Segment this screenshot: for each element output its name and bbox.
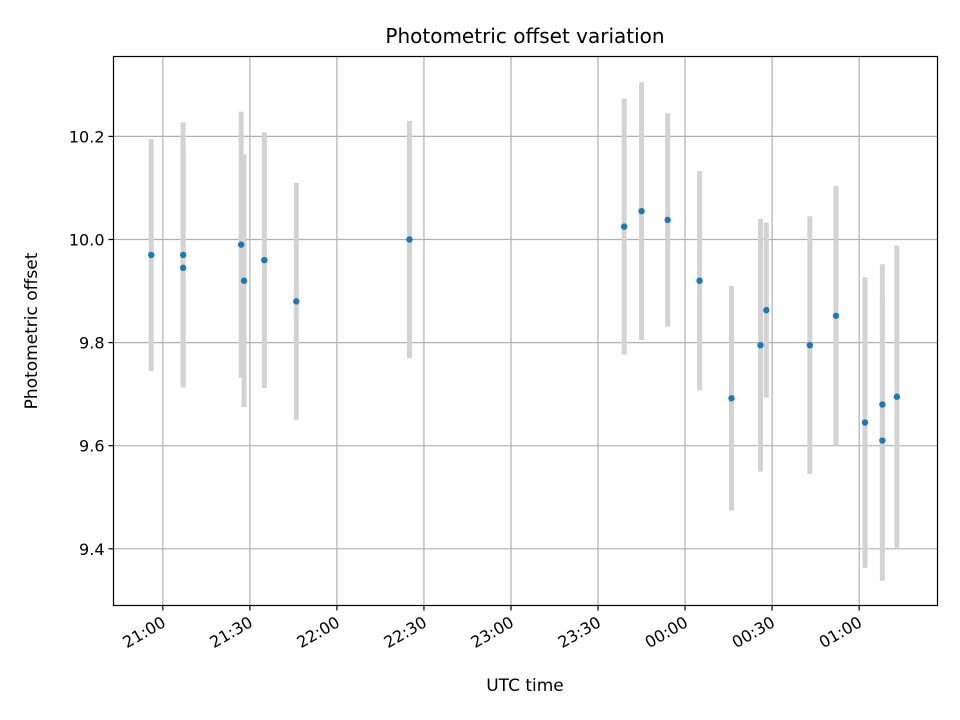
data-point	[879, 401, 886, 408]
data-point	[861, 419, 869, 426]
data-point	[879, 437, 886, 444]
data-point	[179, 251, 187, 259]
y-axis-title: Photometric offset	[22, 252, 42, 409]
data-point	[893, 393, 901, 400]
data-point	[179, 264, 187, 272]
y-axis-ticks: 9.4 9.6 9.8 10.0 10.2	[69, 127, 114, 559]
data-point	[664, 216, 671, 224]
data-point	[240, 277, 248, 284]
data-point	[638, 207, 645, 215]
y-tick-label: 9.6	[79, 437, 104, 456]
y-tick-label: 10.2	[69, 127, 105, 146]
data-points	[148, 207, 901, 444]
data-point	[406, 236, 413, 243]
grid	[113, 56, 938, 606]
data-point	[757, 341, 764, 349]
data-point	[806, 341, 814, 349]
chart-title: Photometric offset variation	[385, 24, 664, 48]
data-point	[763, 306, 770, 314]
data-point	[148, 251, 155, 259]
y-tick-label: 9.8	[79, 334, 104, 353]
data-point	[620, 223, 628, 230]
y-tick-label: 9.4	[79, 540, 104, 559]
data-point	[237, 241, 245, 248]
x-axis-title: UTC time	[486, 676, 564, 696]
y-tick-label: 10.0	[69, 231, 105, 250]
data-point	[832, 312, 840, 319]
data-point	[261, 256, 268, 264]
plot-frame	[112, 55, 939, 607]
data-point	[728, 395, 735, 402]
data-point	[293, 298, 300, 305]
data-point	[696, 277, 703, 284]
